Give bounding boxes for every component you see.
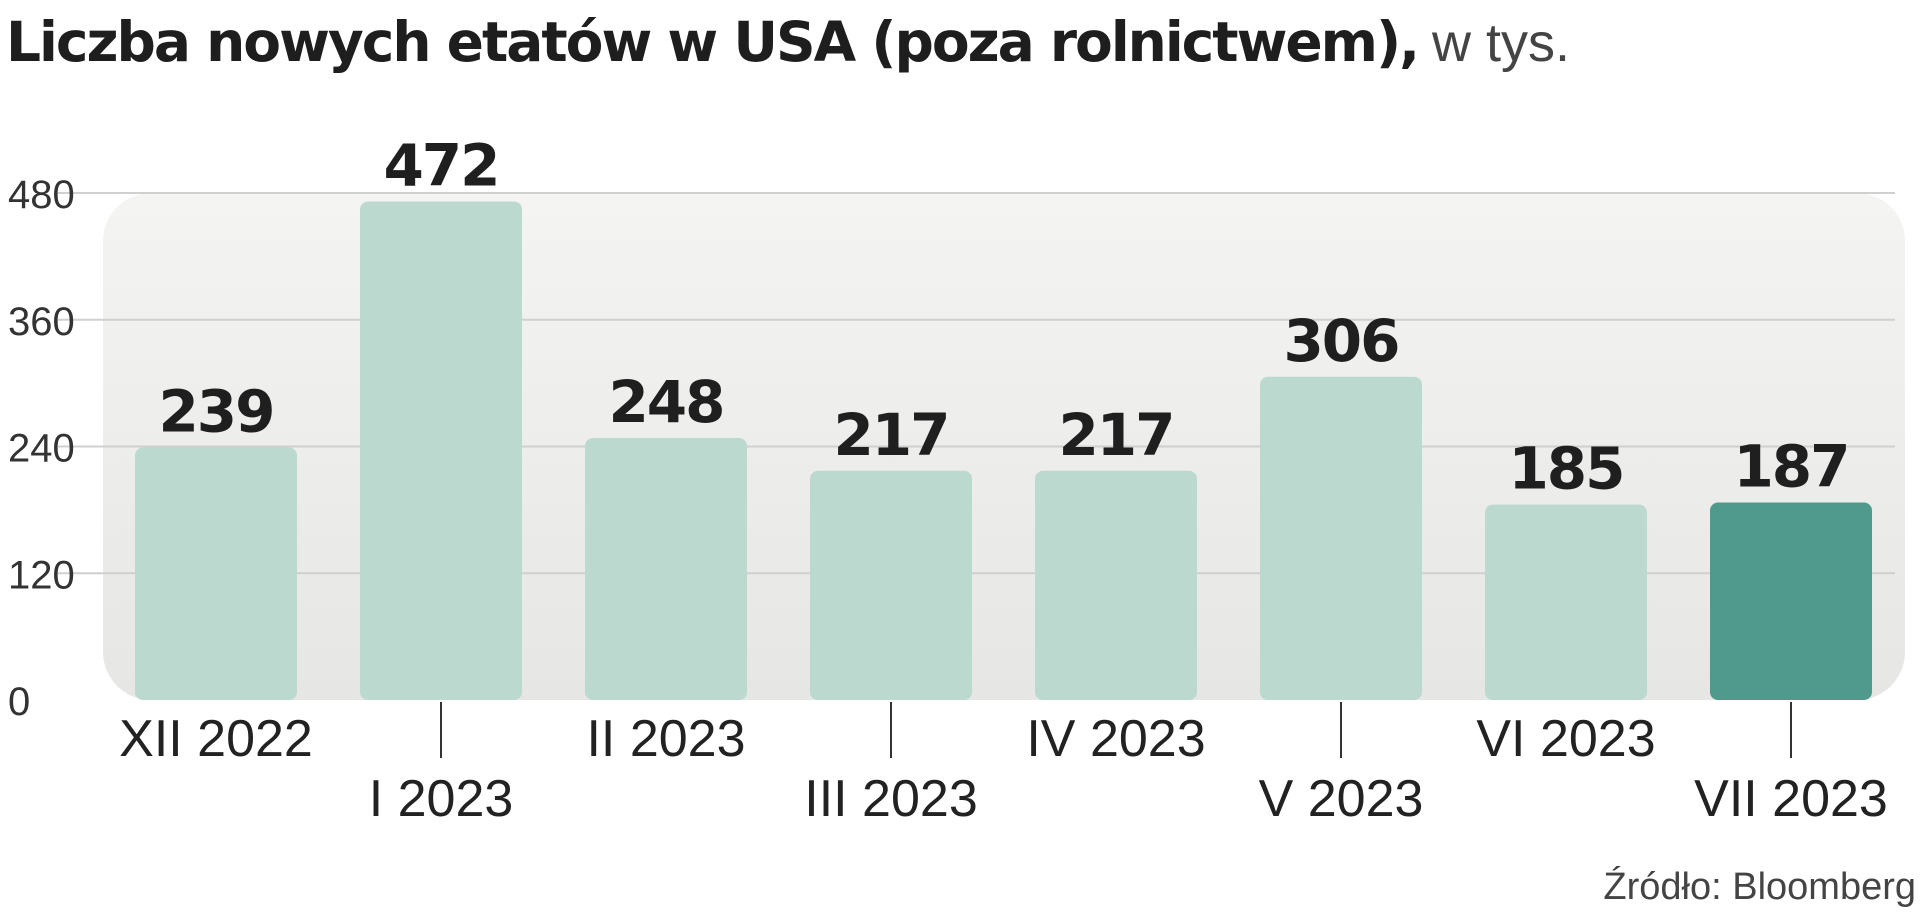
bar [585,438,747,700]
bar [1035,470,1197,700]
bar [1260,376,1422,700]
y-tick-label: 240 [8,427,75,471]
chart-title: Liczba nowych etatów w USA (poza rolnict… [6,2,1570,83]
y-tick-label: 120 [8,553,75,597]
bar [1710,502,1872,700]
bar [135,447,297,700]
x-tick-label: III 2023 [804,770,977,828]
source-note: Źródło: Bloomberg [1603,866,1916,908]
y-tick-label: 480 [8,173,75,217]
y-tick-label: 0 [8,680,30,724]
x-tick-label: IV 2023 [1026,710,1205,768]
x-tick-label: I 2023 [369,770,514,828]
data-label: 472 [383,131,498,199]
data-label: 239 [158,378,273,446]
data-label: 248 [608,368,723,436]
bar [810,470,972,700]
data-label: 185 [1508,435,1623,503]
y-tick-label: 360 [8,300,75,344]
data-label: 306 [1283,307,1398,375]
chart-title-unit: w tys. [1432,13,1571,73]
chart-title-main: Liczba nowych etatów w USA (poza rolnict… [6,10,1420,74]
x-tick-label: VI 2023 [1476,710,1655,768]
bar [1485,504,1647,700]
data-label: 217 [833,401,948,469]
x-tick-label: XII 2022 [119,710,313,768]
data-label: 217 [1058,401,1173,469]
bar [360,201,522,700]
x-tick-label: V 2023 [1259,770,1424,828]
data-label: 187 [1733,432,1848,500]
x-tick-label: II 2023 [586,710,745,768]
x-tick-label: VII 2023 [1694,770,1888,828]
